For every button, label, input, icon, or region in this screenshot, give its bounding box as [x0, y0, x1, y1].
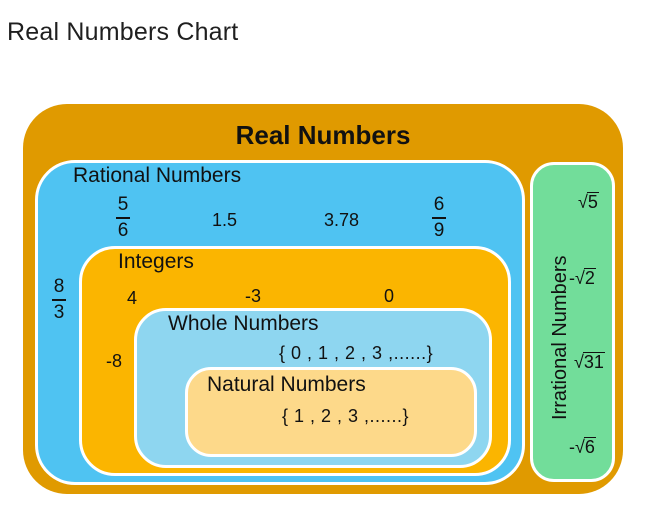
fraction-8-3: 8 3 — [52, 277, 66, 323]
page-title: Real Numbers Chart — [7, 18, 239, 46]
natural-numbers-set — [185, 367, 477, 457]
integer-value: -8 — [106, 351, 123, 371]
irrational-root-value: √5 — [578, 192, 599, 213]
radical-icon: √ — [578, 192, 588, 212]
fraction-denominator: 6 — [117, 220, 129, 241]
fraction-denominator: 9 — [433, 220, 445, 241]
natural-numbers-label: Natural Numbers — [207, 373, 366, 396]
fraction-6-9: 6 9 — [432, 195, 446, 241]
radical-icon: √ — [575, 437, 585, 457]
irrational-root-value: -√2 — [569, 268, 596, 289]
fraction-5-6: 5 6 — [116, 195, 130, 241]
root-sign: - — [569, 437, 575, 457]
root-radicand: 6 — [583, 437, 596, 457]
integer-value: 0 — [384, 286, 395, 306]
fraction-bar — [432, 217, 446, 219]
root-radicand: 31 — [582, 352, 605, 372]
decimal-value: 3.78 — [324, 210, 360, 230]
irrational-root-value: -√6 — [569, 437, 596, 458]
fraction-numerator: 5 — [117, 194, 129, 215]
fraction-bar — [116, 217, 130, 219]
radical-icon: √ — [574, 352, 584, 372]
decimal-value: 1.5 — [212, 210, 238, 230]
irrational-root-value: √31 — [574, 352, 605, 373]
root-radicand: 5 — [586, 192, 599, 212]
radical-icon: √ — [575, 268, 585, 288]
integers-label: Integers — [118, 250, 194, 273]
fraction-denominator: 3 — [53, 302, 65, 323]
whole-numbers-label: Whole Numbers — [168, 312, 319, 335]
root-radicand: 2 — [583, 268, 596, 288]
fraction-numerator: 8 — [53, 276, 65, 297]
natural-numbers-set-notation: { 1 , 2 , 3 ,......} — [282, 406, 410, 426]
rational-numbers-label: Rational Numbers — [73, 164, 242, 187]
whole-numbers-set-notation: { 0 , 1 , 2 , 3 ,......} — [279, 343, 434, 363]
fraction-numerator: 6 — [433, 194, 445, 215]
irrational-numbers-set — [530, 162, 615, 482]
integer-value: -3 — [245, 286, 262, 306]
real-numbers-label: Real Numbers — [235, 120, 411, 150]
integer-value: 4 — [127, 288, 138, 308]
fraction-bar — [52, 299, 66, 301]
root-sign: - — [569, 268, 575, 288]
